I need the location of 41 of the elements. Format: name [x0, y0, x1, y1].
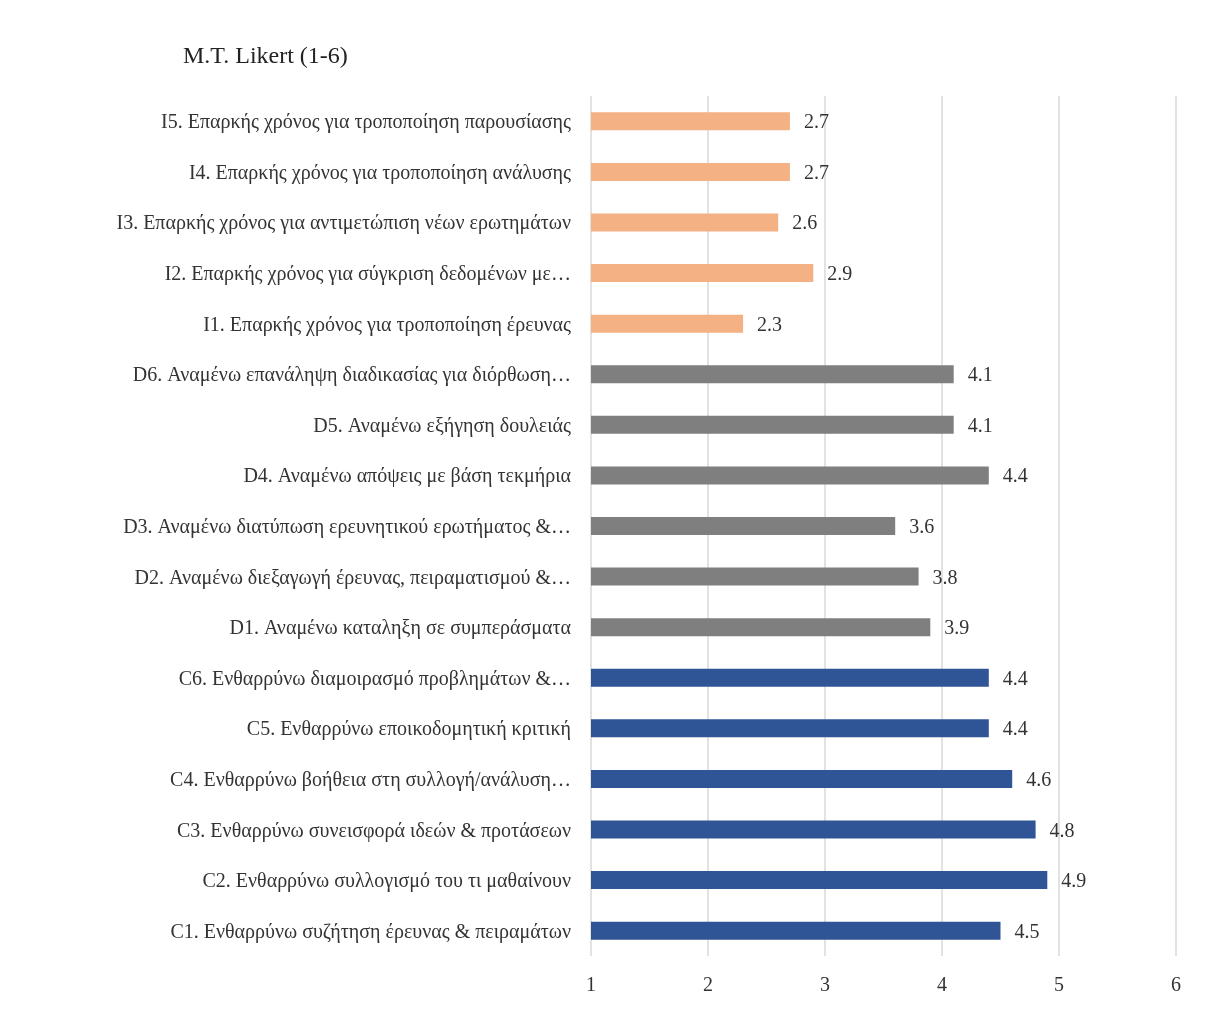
y-tick-label: C3. Ενθαρρύνω συνεισφορά ιδεών & προτάσεων	[177, 818, 571, 842]
data-label: 2.7	[803, 110, 829, 133]
data-label: 4.4	[1002, 717, 1028, 740]
y-tick-label: D5. Αναμένω εξήγηση δουλειάς	[313, 413, 572, 437]
x-tick-label: 3	[820, 973, 830, 995]
y-tick-label: I3. Επαρκής χρόνος για αντιμετώπιση νέων ερωτημάτων	[116, 211, 571, 235]
text: M.T. Likert (1-6)	[183, 42, 348, 68]
data-label: 4.4	[1002, 464, 1028, 487]
data-label: 2.7	[803, 160, 829, 183]
data-label: 4.8	[1049, 818, 1075, 841]
y-tick-label: C2. Ενθαρρύνω συλλογισμό του τι μαθαίνουν	[202, 869, 571, 893]
y-tick-label: D2. Αναμένω διεξαγωγή έρευνας, πειραματισμού &…	[134, 565, 571, 589]
data-label: 4.5	[1014, 919, 1040, 942]
x-tick-label: 1	[586, 973, 596, 995]
data-label: 4.6	[1026, 767, 1052, 790]
y-tick-label: I2. Επαρκής χρόνος για σύγκριση δεδομένων με…	[164, 262, 571, 286]
data-label: 4.1	[967, 363, 993, 386]
y-tick-label: C5. Ενθαρρύνω εποικοδομητική κριτική	[246, 717, 571, 741]
x-tick-label: 6	[1171, 973, 1181, 995]
data-label: 2.9	[827, 262, 853, 285]
y-tick-label: I5. Επαρκής χρόνος για τροποποίηση παρουσίασης	[161, 110, 572, 134]
y-tick-label: D6. Αναμένω επανάληψη διαδικασίας για διόρθωση…	[132, 363, 571, 387]
y-tick-label: I1. Επαρκής χρόνος για τροποποίηση έρευνας	[203, 312, 572, 336]
data-label: 3.8	[932, 565, 958, 588]
data-label: 2.6	[792, 211, 818, 234]
data-label: 2.3	[757, 312, 783, 335]
y-tick-label: D4. Αναμένω απόψεις με βάση τεκμήρια	[243, 464, 572, 488]
data-label: 4.9	[1061, 869, 1087, 892]
x-tick-label: 4	[937, 973, 947, 995]
data-label: 3.9	[944, 616, 970, 639]
y-tick-label: C6. Ενθαρρύνω διαμοιρασμό προβλημάτων &…	[178, 666, 571, 690]
x-tick-label: 2	[703, 973, 713, 995]
data-label: 4.1	[967, 413, 993, 436]
y-tick-label: D3. Αναμένω διατύπωση ερευνητικού ερωτήματος &…	[123, 515, 571, 538]
y-tick-label: I4. Επαρκής χρόνος για τροποποίηση ανάλυσης	[188, 160, 572, 184]
y-tick-label: C4. Ενθαρρύνω βοήθεια στη συλλογή/ανάλυση…	[170, 767, 571, 791]
data-label: 3.6	[909, 515, 935, 537]
x-tick-label: 5	[1054, 973, 1064, 995]
data-label: 4.4	[1002, 666, 1028, 689]
y-tick-label: D1. Αναμένω καταληξη σε συμπεράσματα	[229, 616, 572, 640]
y-tick-label: C1. Ενθαρρύνω συζήτηση έρευνας & πειραμάτων	[170, 919, 571, 943]
